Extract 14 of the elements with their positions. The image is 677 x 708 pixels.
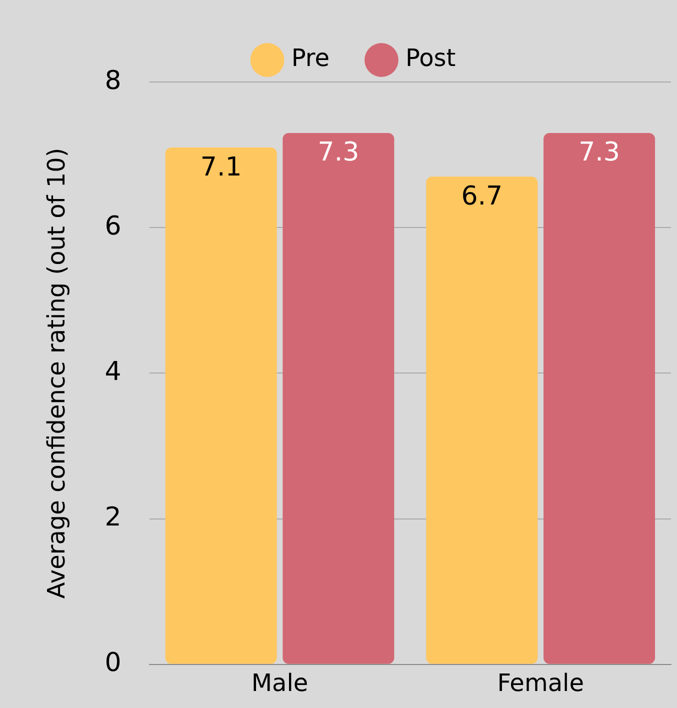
legend-label: Post [405,44,456,72]
legend-label: Pre [291,44,330,72]
data-label: 6.7 [461,181,503,212]
data-label: 7.1 [200,152,242,182]
y-tick-label: 6 [104,211,122,242]
y-tick-label: 8 [104,66,122,96]
y-tick-label: 2 [104,502,122,533]
y-axis-title: Average confidence rating (out of 10) [42,148,71,599]
x-tick-label: Female [497,669,584,698]
data-label: 7.3 [578,138,620,168]
x-tick-label: Male [251,669,308,698]
y-tick-label: 4 [104,356,122,387]
data-label: 7.3 [318,138,360,168]
y-tick-label: 0 [104,648,122,678]
